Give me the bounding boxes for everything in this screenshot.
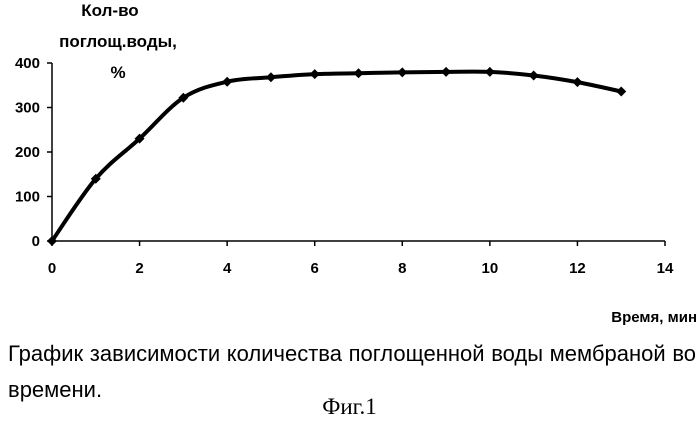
x-tick-label: 10 xyxy=(482,260,499,277)
chart: Кол-во поглощ.воды, % 0 100 200 300 400 0 2 4 6… xyxy=(0,0,699,330)
axes xyxy=(52,63,665,241)
series xyxy=(47,67,626,246)
data-point xyxy=(266,72,276,82)
x-tick-label: 14 xyxy=(657,260,674,277)
y-tick-label: 200 xyxy=(15,144,40,161)
y-tick-label: 300 xyxy=(15,100,40,117)
data-point xyxy=(354,68,364,78)
data-point xyxy=(310,69,320,79)
x-tick-label: 12 xyxy=(569,260,586,277)
y-axis-title-line-3: % xyxy=(110,63,125,82)
y-tick-label: 400 xyxy=(15,55,40,72)
data-point xyxy=(222,77,232,87)
x-tick-label: 6 xyxy=(311,260,319,277)
x-axis-title: Время, мин xyxy=(611,309,697,326)
x-tick-label: 2 xyxy=(135,260,143,277)
x-tick-label: 4 xyxy=(223,260,232,277)
y-tick-label: 0 xyxy=(32,233,40,250)
figure-label: Фиг.1 xyxy=(0,394,699,420)
y-ticks: 0 100 200 300 400 xyxy=(15,55,52,250)
x-ticks: 0 2 4 6 8 10 12 14 xyxy=(48,241,674,277)
data-point xyxy=(529,70,539,80)
x-tick-label: 0 xyxy=(48,260,56,277)
y-tick-label: 100 xyxy=(15,189,40,206)
x-tick-label: 8 xyxy=(398,260,406,277)
y-axis-title-line-2: поглощ.воды, xyxy=(59,32,177,51)
y-axis-title: Кол-во поглощ.воды, % xyxy=(59,1,177,82)
data-point xyxy=(572,77,582,87)
series-line xyxy=(52,72,621,241)
y-axis-title-line-1: Кол-во xyxy=(81,1,138,20)
data-point xyxy=(441,67,451,77)
data-point xyxy=(485,67,495,77)
data-point xyxy=(616,86,626,96)
data-point xyxy=(397,67,407,77)
